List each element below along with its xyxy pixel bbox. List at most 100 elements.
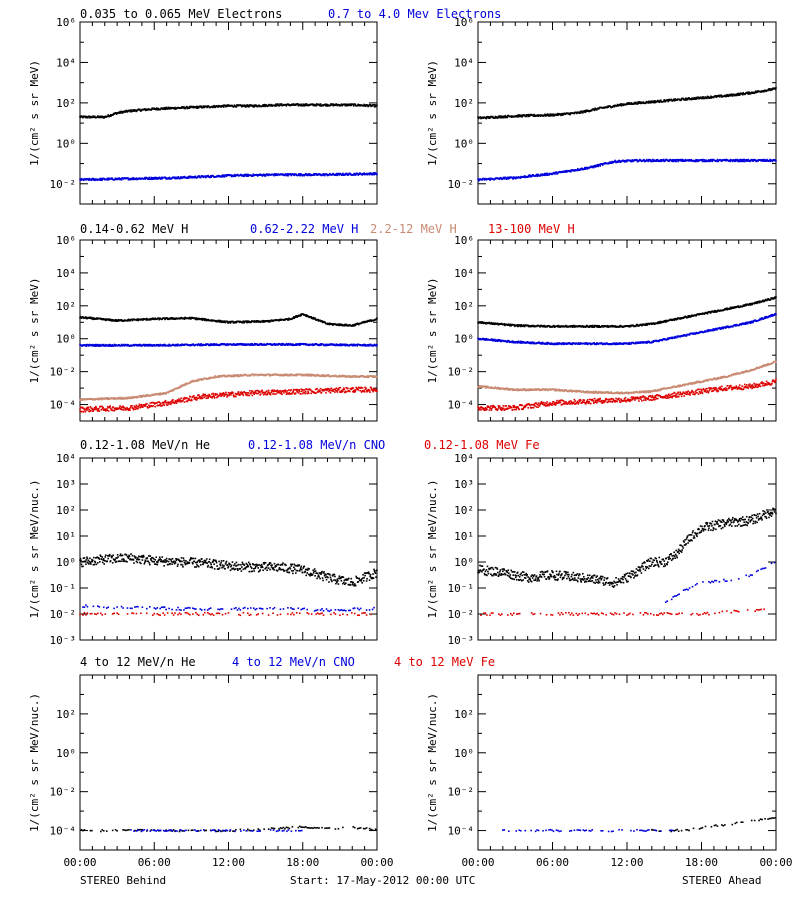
series-1: [130, 828, 303, 833]
panel-protons-ahead: 10⁻⁴ 10⁻² 10⁰ 10² 10⁴ 10⁶ 1/(cm² s sr MeV): [426, 234, 777, 422]
y-tick-label: 10⁻⁴: [448, 825, 475, 838]
y-tick-label: 10⁻⁴: [448, 399, 475, 412]
y-tick-label: 10⁻²: [50, 786, 77, 799]
y-axis-label: 1/(cm² s sr MeV): [28, 278, 41, 384]
y-tick-label: 10³: [56, 478, 76, 491]
legend-heavy-high-2: 4 to 12 MeV Fe: [394, 655, 495, 669]
legend-protons-0: 0.14-0.62 MeV H: [80, 222, 188, 236]
panel-heavy-low-behind: 10⁻³ 10⁻² 10⁻¹ 10⁰ 10¹ 10² 10³ 10⁴ 1/(cm² s sr M…: [28, 452, 378, 647]
series-0: [651, 817, 777, 833]
y-tick-label: 10⁻²: [448, 178, 475, 191]
y-tick-label: 10⁶: [56, 234, 76, 247]
series-0: [477, 87, 777, 120]
y-tick-label: 10⁴: [454, 267, 474, 280]
y-tick-label: 10⁻⁴: [50, 399, 77, 412]
y-tick-label: 10⁴: [454, 56, 474, 69]
legend-heavy-low-1: 0.12-1.08 MeV/n CNO: [248, 438, 385, 452]
y-tick-label: 10⁰: [454, 556, 474, 569]
y-tick-label: 10⁻³: [50, 634, 77, 647]
panel-electrons-ahead: 10⁻² 10⁰ 10² 10⁴ 10⁶ 1/(cm² s sr MeV): [426, 16, 777, 205]
footer-right: STEREO Ahead: [682, 874, 762, 887]
plot-frame: [79, 674, 378, 851]
y-tick-label: 10⁰: [454, 747, 474, 760]
y-axis-label: 1/(cm² s sr MeV): [426, 60, 439, 166]
legend-electrons-1: 0.7 to 4.0 Mev Electrons: [328, 7, 501, 21]
y-tick-label: 10²: [56, 504, 76, 517]
y-axis-label: 1/(cm² s sr MeV/nuc.): [426, 479, 439, 618]
y-tick-label: 10⁻²: [448, 608, 475, 621]
y-tick-label: 10⁰: [56, 333, 76, 346]
series-0: [79, 553, 378, 587]
series-2: [477, 360, 777, 395]
y-tick-label: 10⁰: [56, 137, 76, 150]
y-tick-label: 10²: [56, 97, 76, 110]
y-axis-label: 1/(cm² s sr MeV/nuc.): [28, 693, 41, 832]
legend-protons-2: 2.2-12 MeV H: [370, 222, 457, 236]
y-tick-label: 10⁶: [454, 16, 474, 29]
series-1: [82, 604, 375, 613]
y-tick-label: 10⁴: [454, 452, 474, 465]
plot-frame: [79, 21, 378, 205]
panel-electrons-behind: 10⁻² 10⁰ 10² 10⁴ 10⁶ 1/(cm² s sr MeV): [28, 16, 378, 205]
y-tick-label: 10³: [454, 478, 474, 491]
series-2: [480, 608, 765, 617]
y-tick-label: 10⁶: [454, 234, 474, 247]
y-tick-label: 10²: [454, 708, 474, 721]
x-tick-label: 00:00: [461, 856, 494, 869]
plot-frame: [79, 239, 378, 422]
y-tick-label: 10¹: [56, 530, 76, 543]
legend-protons-1: 0.62-2.22 MeV H: [250, 222, 358, 236]
y-tick-label: 10²: [56, 708, 76, 721]
series-0: [79, 313, 378, 327]
y-tick-label: 10¹: [454, 530, 474, 543]
plot-frame: [477, 674, 777, 851]
series-0: [477, 507, 777, 588]
y-axis-label: 1/(cm² s sr MeV): [426, 278, 439, 384]
y-tick-label: 10⁰: [56, 747, 76, 760]
y-tick-label: 10²: [454, 97, 474, 110]
y-tick-label: 10⁶: [56, 16, 76, 29]
x-tick-label: 12:00: [610, 856, 643, 869]
panel-heavy-high-ahead: 10⁻⁴ 10⁻² 10⁰ 10² 00:00 06:00 12:00 18:00 00:00 1…: [426, 674, 793, 869]
legend-protons-3: 13-100 MeV H: [488, 222, 575, 236]
y-tick-label: 10⁻²: [50, 178, 77, 191]
y-tick-label: 10⁰: [454, 333, 474, 346]
series-1: [502, 828, 674, 833]
legend-heavy-high-0: 4 to 12 MeV/n He: [80, 655, 196, 669]
series-0: [79, 103, 378, 119]
series-1: [477, 158, 777, 182]
x-tick-label: 18:00: [685, 856, 718, 869]
x-tick-label: 06:00: [138, 856, 171, 869]
x-tick-label: 18:00: [286, 856, 319, 869]
x-tick-label: 06:00: [536, 856, 569, 869]
y-tick-label: 10⁻²: [448, 786, 475, 799]
series-1: [477, 312, 777, 346]
y-tick-label: 10⁰: [56, 556, 76, 569]
footer-center: Start: 17-May-2012 00:00 UTC: [290, 874, 476, 887]
y-tick-label: 10⁴: [56, 56, 76, 69]
y-tick-label: 10⁴: [56, 267, 76, 280]
panel-heavy-low-ahead: 10⁻³ 10⁻² 10⁻¹ 10⁰ 10¹ 10² 10³ 10⁴ 1/(cm² s sr M…: [426, 452, 777, 647]
x-tick-label: 00:00: [63, 856, 96, 869]
y-axis-label: 1/(cm² s sr MeV/nuc.): [28, 479, 41, 618]
series-1: [664, 561, 776, 604]
y-tick-label: 10²: [454, 504, 474, 517]
panel-heavy-high-behind: 10⁻⁴ 10⁻² 10⁰ 10² 00:00 06:00 12:00 18:00 00:00 1…: [28, 674, 394, 869]
y-tick-label: 10⁻³: [448, 634, 475, 647]
y-axis-label: 1/(cm² s sr MeV/nuc.): [426, 693, 439, 832]
series-0: [477, 296, 777, 329]
y-tick-label: 10²: [454, 300, 474, 313]
panel-protons-behind: 10⁻⁴ 10⁻² 10⁰ 10² 10⁴ 10⁶ 1/(cm² s sr MeV): [28, 234, 378, 422]
y-tick-label: 10²: [56, 300, 76, 313]
series-1: [79, 342, 378, 347]
footer-left: STEREO Behind: [80, 874, 167, 887]
series-3: [79, 386, 378, 413]
y-tick-label: 10⁻¹: [448, 582, 475, 595]
x-tick-label: 00:00: [759, 856, 792, 869]
y-tick-label: 10⁻²: [50, 366, 77, 379]
series-2: [79, 611, 372, 617]
legend-heavy-low-0: 0.12-1.08 MeV/n He: [80, 438, 210, 452]
y-tick-label: 10⁰: [454, 137, 474, 150]
y-tick-label: 10⁴: [56, 452, 76, 465]
